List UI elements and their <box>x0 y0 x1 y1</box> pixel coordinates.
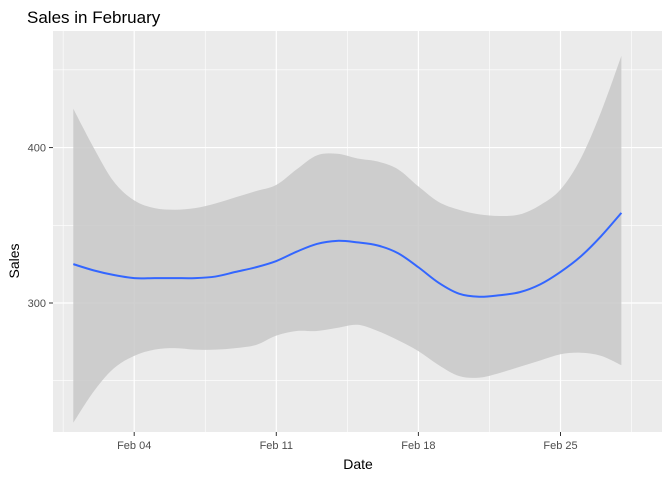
y-tick-label: 400 <box>28 143 46 155</box>
y-axis-title: Sales <box>6 243 22 278</box>
confidence-ribbon <box>73 55 622 423</box>
x-axis-ticks: Feb 04 Feb 11 Feb 18 Feb 25 <box>117 432 578 452</box>
x-tick-label: Feb 11 <box>260 440 293 452</box>
x-axis-title: Date <box>343 456 373 472</box>
x-tick-label: Feb 25 <box>543 440 577 452</box>
x-tick-label: Feb 04 <box>117 440 151 452</box>
x-tick-label: Feb 18 <box>401 440 435 452</box>
chart-title: Sales in February <box>27 8 161 27</box>
smooth-trend-line <box>73 212 623 298</box>
y-tick-label: 300 <box>28 298 46 310</box>
y-axis-ticks: 300 400 <box>28 143 53 310</box>
